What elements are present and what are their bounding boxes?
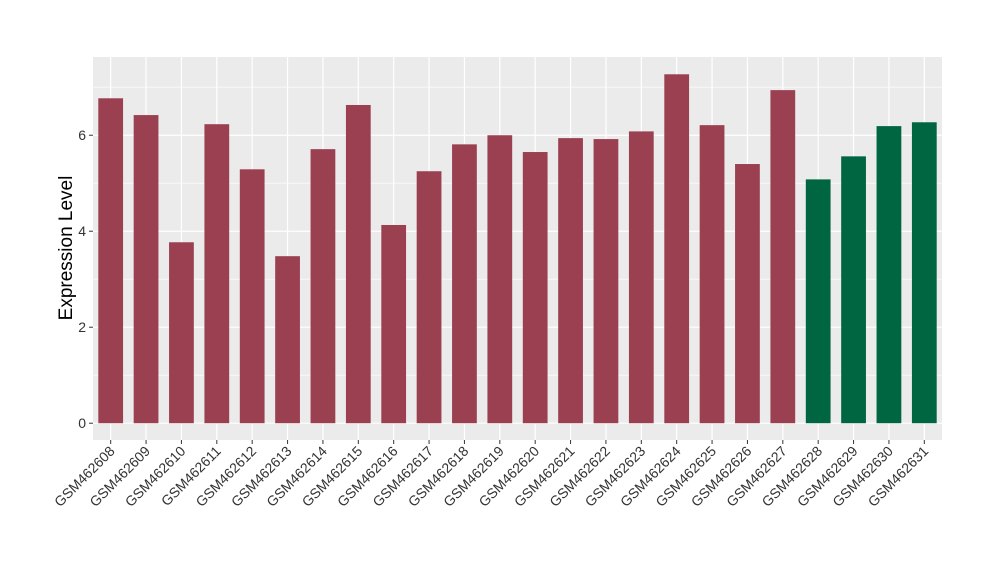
y-tick-label: 2 — [78, 319, 86, 335]
bar — [876, 126, 902, 424]
y-tick-label: 0 — [78, 415, 86, 431]
bar — [275, 256, 300, 424]
bar — [593, 139, 619, 424]
bar — [558, 138, 583, 424]
bar — [664, 74, 690, 424]
bar — [911, 122, 937, 424]
bar — [805, 179, 831, 424]
bar — [522, 152, 548, 424]
bar — [416, 171, 442, 424]
y-tick-label: 6 — [78, 127, 86, 143]
bar — [204, 124, 230, 424]
bar — [628, 131, 654, 424]
y-tick-label: 4 — [78, 223, 86, 239]
bar — [699, 125, 725, 424]
bar — [310, 149, 336, 424]
bar — [735, 164, 760, 424]
bar — [452, 144, 477, 424]
plot-background — [93, 57, 942, 440]
bar — [841, 156, 866, 424]
bar — [169, 242, 194, 424]
bar — [239, 169, 265, 424]
bar — [770, 90, 796, 424]
y-axis-title: Expression Level — [56, 176, 77, 321]
bar — [98, 98, 124, 424]
bar — [133, 115, 159, 424]
bar — [345, 104, 371, 424]
bar — [381, 224, 407, 424]
bar — [487, 135, 513, 424]
